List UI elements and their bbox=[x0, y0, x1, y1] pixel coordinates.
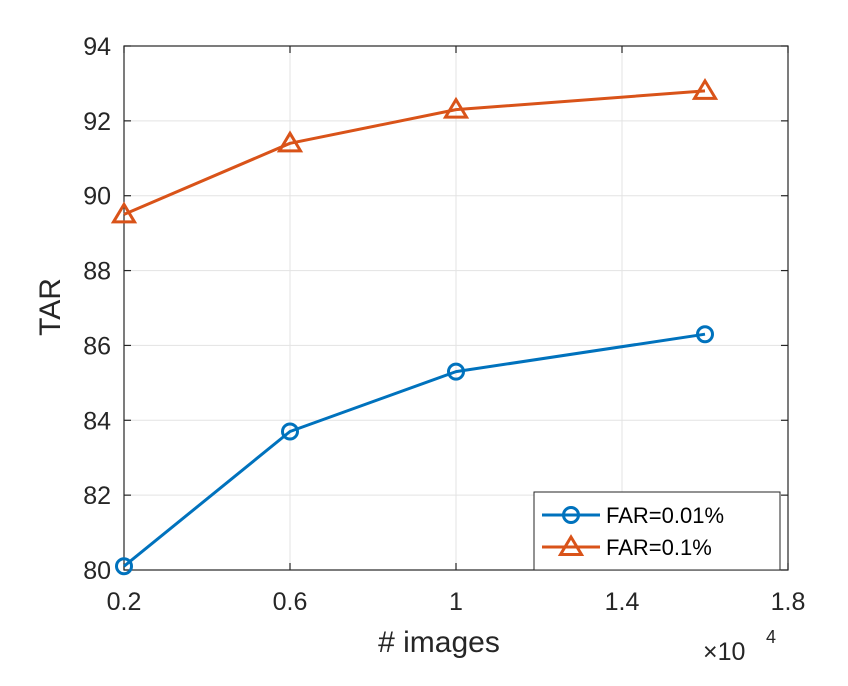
x-multiplier-label: ×10 4 bbox=[703, 627, 776, 666]
y-tick-label: 82 bbox=[83, 482, 111, 510]
data-point bbox=[276, 130, 304, 153]
x-tick-label: 0.6 bbox=[273, 588, 308, 616]
x-multiplier-base: ×10 bbox=[703, 638, 745, 666]
series-1 bbox=[115, 325, 714, 576]
legend-label: FAR=0.1% bbox=[606, 535, 712, 560]
legend-entry-2: FAR=0.1% bbox=[542, 534, 712, 560]
y-axis-label: TAR bbox=[34, 278, 67, 336]
data-point bbox=[447, 362, 465, 381]
legend-box bbox=[533, 491, 781, 571]
x-tick-label: 1.8 bbox=[771, 588, 806, 616]
data-point bbox=[691, 77, 719, 100]
series-line bbox=[123, 89, 706, 216]
y-tick-label: 90 bbox=[83, 183, 111, 211]
legend-marker bbox=[557, 534, 585, 556]
data-point bbox=[696, 325, 714, 344]
x-tick-label: 0.2 bbox=[107, 588, 142, 616]
data-point bbox=[281, 422, 299, 441]
y-tick-label: 86 bbox=[83, 332, 111, 360]
y-tick-label: 92 bbox=[83, 108, 111, 136]
data-point bbox=[110, 201, 138, 224]
x-tick-label: 1.4 bbox=[605, 588, 640, 616]
y-tick-label: 94 bbox=[83, 33, 111, 61]
axis-ticks: 0.2 0.6 1 1.4 1.8 80 82 84 86 88 90 92 94 bbox=[83, 33, 805, 616]
series-layer bbox=[110, 77, 719, 576]
x-axis-label: # images bbox=[378, 626, 500, 659]
y-tick-label: 80 bbox=[83, 557, 111, 585]
legend-label: FAR=0.01% bbox=[606, 503, 724, 528]
data-point bbox=[442, 96, 470, 119]
data-point bbox=[115, 557, 133, 576]
series-2 bbox=[110, 77, 719, 224]
legend-marker bbox=[562, 506, 580, 524]
y-tick-label: 88 bbox=[83, 258, 111, 286]
x-tick-label: 1 bbox=[449, 588, 463, 616]
x-multiplier-exponent: 4 bbox=[766, 627, 776, 647]
legend: FAR=0.01% FAR=0.1% bbox=[533, 491, 781, 571]
legend-entry-1: FAR=0.01% bbox=[542, 503, 724, 528]
y-tick-label: 84 bbox=[83, 407, 111, 435]
series-line bbox=[123, 332, 706, 568]
